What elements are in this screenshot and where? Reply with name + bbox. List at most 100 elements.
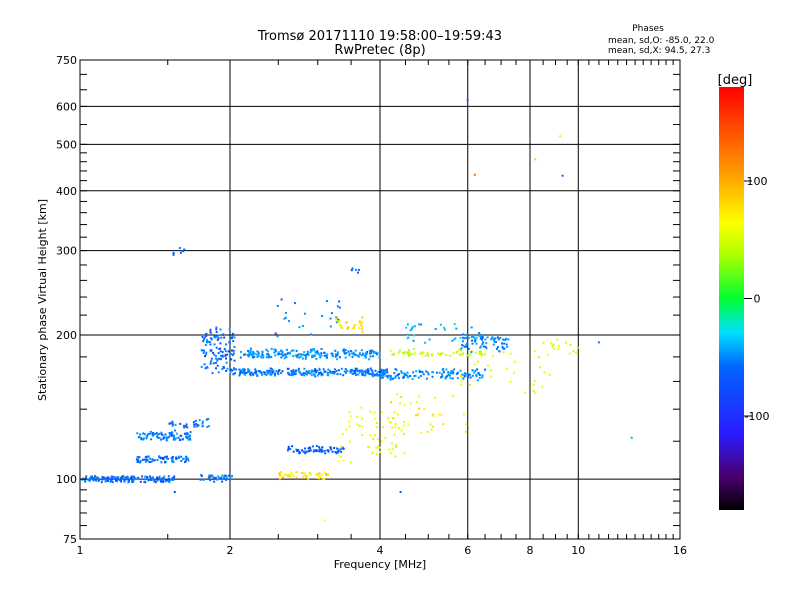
echo-point	[294, 370, 297, 373]
echo-point	[204, 336, 207, 339]
echo-point	[597, 341, 600, 344]
echo-point	[136, 477, 139, 480]
echo-point	[367, 371, 370, 374]
echo-point	[464, 344, 467, 347]
echo-point	[362, 352, 364, 355]
echo-point	[249, 374, 252, 377]
echo-point	[354, 367, 357, 370]
echo-point	[294, 302, 296, 305]
echo-point	[150, 478, 152, 481]
echo-point	[109, 478, 112, 481]
echo-point	[179, 439, 181, 441]
echo-point	[139, 433, 142, 436]
echo-point	[285, 473, 288, 476]
echo-point	[270, 369, 273, 372]
echo-point	[231, 337, 233, 340]
echo-point	[214, 336, 217, 339]
echo-point	[283, 474, 286, 477]
echo-point	[193, 423, 196, 426]
echo-point	[345, 321, 348, 324]
echo-point	[254, 370, 257, 373]
echo-point	[272, 369, 275, 372]
echo-point	[298, 450, 301, 453]
echo-point	[360, 425, 363, 428]
echo-point	[456, 377, 459, 379]
echo-point	[222, 477, 225, 480]
echo-point	[335, 370, 338, 372]
echo-point	[384, 436, 387, 439]
echo-point	[367, 368, 369, 371]
echo-point	[534, 158, 537, 161]
echo-point	[298, 353, 301, 356]
echo-point	[351, 372, 354, 375]
echo-point	[171, 431, 174, 434]
echo-point	[156, 476, 158, 479]
echo-point	[438, 371, 441, 374]
echo-point	[170, 422, 173, 425]
echo-point	[189, 434, 191, 437]
echo-point	[276, 335, 279, 338]
echo-point	[242, 371, 245, 374]
echo-point	[156, 479, 159, 482]
echo-point	[358, 355, 360, 358]
echo-point	[214, 357, 217, 360]
echo-point	[452, 370, 455, 373]
echo-point	[502, 351, 505, 354]
echo-point	[179, 422, 182, 425]
echo-point	[344, 372, 347, 374]
echo-point	[305, 476, 307, 479]
echo-point	[316, 374, 319, 377]
echo-point	[329, 369, 331, 372]
echo-point	[293, 373, 296, 376]
echo-point	[336, 352, 339, 355]
echo-point	[339, 356, 341, 359]
echo-point	[425, 370, 427, 373]
echo-point	[101, 478, 104, 481]
echo-point	[354, 268, 357, 271]
echo-point	[453, 323, 456, 325]
echo-point	[356, 354, 359, 357]
echo-point	[207, 340, 210, 343]
echo-point	[292, 355, 295, 358]
echo-point	[183, 248, 186, 251]
echo-point	[348, 440, 351, 443]
echo-point	[92, 479, 95, 482]
echo-point	[467, 374, 470, 377]
echo-point	[203, 363, 206, 366]
echo-point	[376, 353, 378, 356]
echo-point	[485, 342, 488, 345]
echo-point	[462, 352, 465, 355]
echo-point	[278, 352, 281, 355]
echo-point	[221, 351, 224, 354]
echo-point	[494, 340, 496, 343]
echo-point	[202, 478, 205, 481]
echo-point	[478, 376, 481, 379]
echo-point	[396, 393, 399, 395]
echo-point	[427, 373, 430, 376]
echo-point	[262, 354, 265, 357]
echo-point	[299, 355, 302, 358]
echo-point	[394, 426, 397, 429]
echo-point	[466, 354, 469, 357]
echo-point	[393, 352, 396, 355]
echo-point	[189, 431, 192, 434]
echo-point	[171, 424, 174, 427]
echo-point	[121, 476, 124, 478]
echo-point	[505, 367, 508, 370]
echo-point	[461, 340, 464, 343]
echo-point	[452, 352, 455, 355]
echo-point	[229, 477, 232, 480]
echo-point	[91, 477, 93, 480]
echo-point	[340, 446, 343, 449]
echo-point	[299, 372, 302, 375]
echo-point	[232, 354, 234, 357]
echo-point	[456, 371, 459, 374]
echo-point	[174, 429, 176, 432]
echo-point	[329, 325, 332, 328]
echo-point	[354, 370, 357, 372]
echo-point	[177, 455, 180, 458]
echo-point	[376, 426, 379, 429]
echo-point	[297, 449, 300, 451]
echo-point	[171, 461, 174, 463]
echo-point	[490, 338, 493, 341]
